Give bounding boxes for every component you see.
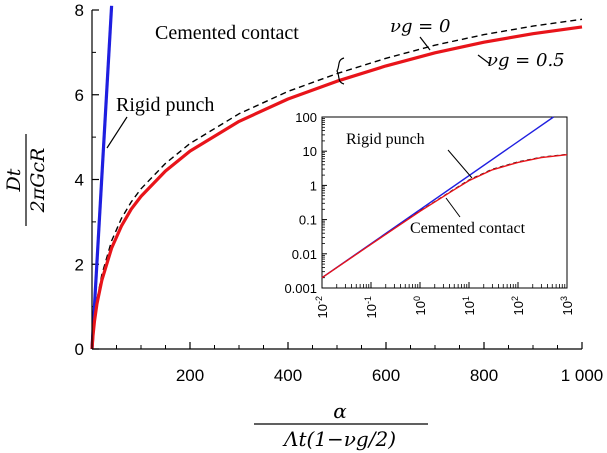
- x-axis-label: α Λt(1−νg/2): [254, 399, 428, 451]
- inset-x-tick-label: 10-1: [363, 296, 379, 318]
- x-axis-label-denominator: Λt(1−νg/2): [282, 427, 396, 451]
- inset-y-tick-label: 0.001: [284, 281, 317, 296]
- nu-half-leader: [477, 54, 491, 65]
- inset-cemented-contact-label: Cemented contact: [410, 220, 526, 237]
- inset-x-tick-exponent: 0: [412, 296, 422, 301]
- y-tick-label: 6: [75, 86, 84, 105]
- x-tick-label: 200: [176, 366, 204, 385]
- x-axis-label-numerator: α: [333, 399, 347, 423]
- rigid-punch-label: Rigid punch: [116, 94, 214, 116]
- x-tick-label: 600: [372, 366, 400, 385]
- y-tick-label: 8: [75, 1, 84, 20]
- cemented-contact-label: Cemented contact: [155, 22, 299, 44]
- y-axis-label: Dt 2πGcR: [3, 134, 49, 226]
- inset-x-tick-label: 10-2: [314, 296, 330, 318]
- series-line-2: [90, 25, 583, 350]
- inset-rigid-punch-label: Rigid punch: [346, 131, 425, 148]
- series-line-0: [90, 5, 114, 350]
- y-tick-label: 0: [75, 340, 84, 359]
- inset-cemented-leader: [445, 197, 461, 218]
- x-tick-label: 1 000: [561, 366, 604, 385]
- inset-rigid-punch-leader: [447, 149, 473, 179]
- y-tick-label: 4: [75, 171, 84, 190]
- inset-x-tick-exponent: -1: [363, 296, 373, 304]
- inset-y-tick-label: 100: [295, 110, 317, 125]
- inset-x-tick-exponent: 1: [461, 296, 471, 301]
- inset-y-tick-label: 0.01: [292, 247, 317, 262]
- inset-y-tick-label: 10: [303, 144, 317, 159]
- nu-zero-label: νg = 0: [390, 16, 450, 37]
- inset-x-tick-exponent: 3: [559, 296, 569, 301]
- inset-x-tick-label: 100: [412, 296, 428, 315]
- series-line-1: [91, 18, 583, 350]
- y-axis-label-numerator: Dt: [3, 168, 25, 192]
- nu-half-label: νg = 0.5: [487, 50, 565, 71]
- inset-frame: [321, 116, 568, 289]
- nu-zero-leader: [419, 36, 431, 51]
- inset-y-tick-label: 1: [310, 178, 317, 193]
- inset-x-tick-label: 101: [461, 296, 477, 315]
- y-tick-label: 2: [75, 255, 84, 274]
- inset-x-tick-exponent: -2: [314, 296, 324, 304]
- cemented-brace: [336, 57, 345, 85]
- inset-x-tick-label: 103: [559, 296, 575, 315]
- x-tick-label: 800: [470, 366, 498, 385]
- inset-y-tick-label: 0.1: [299, 213, 317, 228]
- inset-series-line-2: [321, 154, 568, 279]
- main-plot: 0 2 4 6 8 200 400 600 800 1 000: [75, 1, 604, 385]
- rigid-punch-leader: [106, 116, 128, 149]
- inset-x-tick-exponent: 2: [510, 296, 520, 301]
- inset-x-tick-label: 102: [510, 296, 526, 315]
- x-tick-label: 400: [274, 366, 302, 385]
- y-axis-label-denominator: 2πGcR: [27, 148, 49, 214]
